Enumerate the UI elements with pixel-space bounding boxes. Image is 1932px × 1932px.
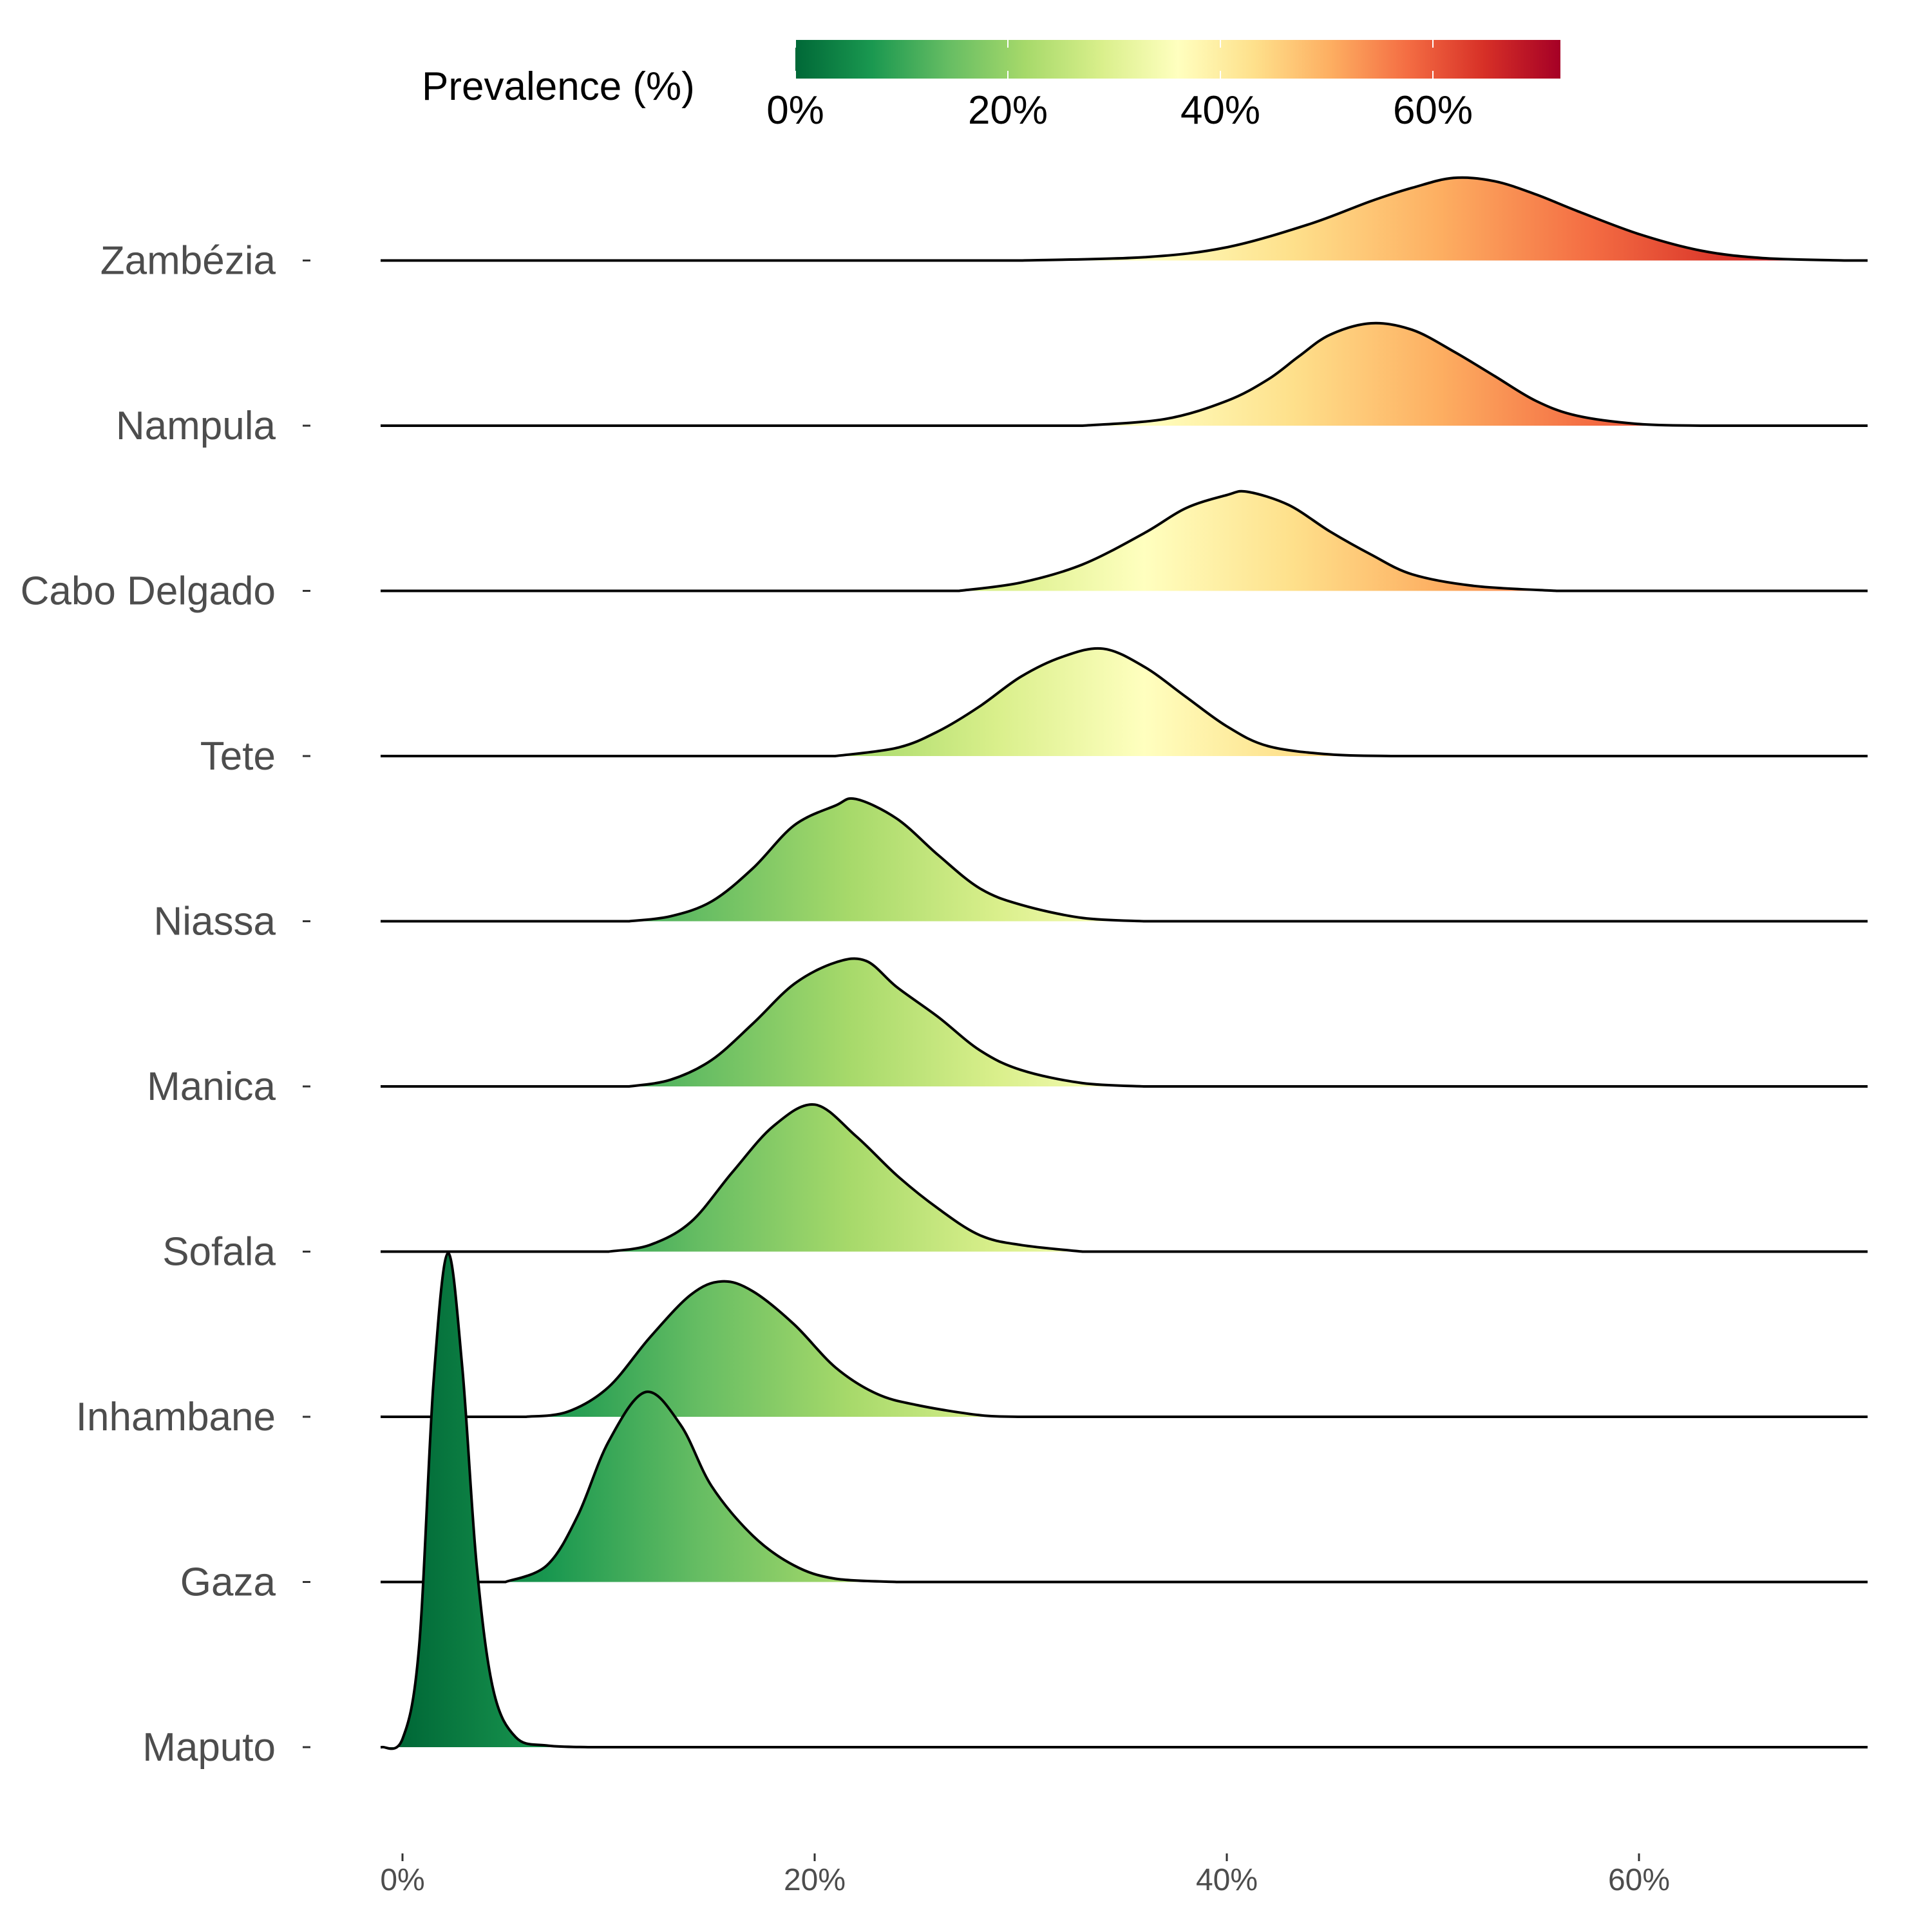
ridge-fill (1021, 177, 1845, 261)
ridge-nampula (381, 321, 1868, 427)
y-tick-label: Zambézia (100, 239, 276, 283)
legend: Prevalence (%) 0% 20% 40% 60% (422, 40, 1560, 133)
y-tick-label: Nampula (116, 404, 276, 448)
legend-title: Prevalence (%) (422, 64, 695, 109)
ridge-outline (381, 1390, 1868, 1584)
y-tick-label: Cabo Delgado (21, 569, 276, 614)
ridge-outline (381, 1252, 1868, 1750)
ridge-fill (609, 1104, 1083, 1252)
y-tick-label: Tete (200, 734, 276, 779)
ridge-outline (381, 647, 1868, 757)
legend-tick-label: 60% (1393, 88, 1473, 133)
ridge-inhambane (381, 1280, 1868, 1418)
ridge-outline (381, 176, 1868, 262)
ridge-outline (381, 321, 1868, 427)
ridge-maputo (381, 1252, 1868, 1750)
x-tick-label: 20% (784, 1863, 846, 1897)
ridge-fill (526, 1281, 1021, 1417)
x-tick-label: 60% (1608, 1863, 1670, 1897)
ridge-outline (381, 1280, 1868, 1418)
ridge-fill (959, 491, 1557, 591)
y-tick-label: Maputo (142, 1725, 276, 1770)
y-tick-label: Niassa (153, 900, 276, 944)
ridges (381, 176, 1868, 1750)
ridge-fill (835, 648, 1392, 756)
x-tick-label: 0% (380, 1863, 424, 1897)
legend-tick-label: 40% (1180, 88, 1260, 133)
ridge-gaza (381, 1390, 1868, 1584)
ridge-fill (506, 1392, 897, 1582)
legend-tick-label: 20% (968, 88, 1048, 133)
legend-colorbar (795, 40, 1560, 79)
y-tick-label: Gaza (180, 1560, 276, 1605)
ridge-outline (381, 489, 1868, 592)
x-tick-label: 40% (1196, 1863, 1258, 1897)
y-axis: Zambézia Nampula Cabo Delgado Tete Niassa Man… (21, 239, 310, 1770)
legend-tick-label: 0% (766, 88, 824, 133)
ridge-fill (629, 958, 1144, 1086)
ridge-sofala (381, 1103, 1868, 1253)
ridge-cabo-delgado (381, 489, 1868, 592)
ridge-fill (629, 798, 1144, 922)
x-axis: 0% 20% 40% 60% (380, 1853, 1670, 1897)
ridge-niassa (381, 797, 1868, 923)
ridge-outline (381, 1103, 1868, 1253)
ridge-outline (381, 957, 1868, 1088)
y-tick-label: Sofala (162, 1230, 276, 1274)
y-tick-label: Inhambane (76, 1395, 276, 1439)
ridge-tete (381, 647, 1868, 757)
ridge-manica (381, 957, 1868, 1088)
ridge-fill (1083, 323, 1701, 426)
ridge-outline (381, 797, 1868, 923)
ridge-fill (382, 1253, 588, 1749)
ridge-zambézia (381, 176, 1868, 262)
y-tick-label: Manica (147, 1065, 276, 1109)
